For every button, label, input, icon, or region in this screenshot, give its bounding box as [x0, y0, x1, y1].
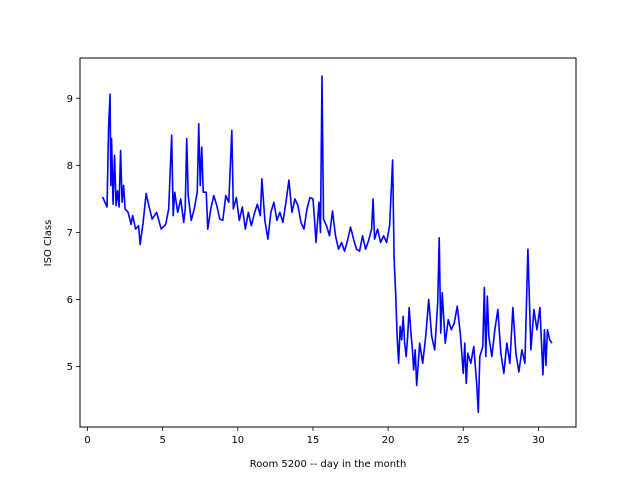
- x-tick-label: 15: [307, 435, 320, 446]
- x-axis-label: Room 5200 -- day in the month: [250, 459, 407, 470]
- plot-area: [101, 75, 553, 414]
- x-tick-label: 10: [231, 435, 244, 446]
- y-axis-ticks: 5 6 7 8 9: [67, 94, 80, 373]
- y-tick-label: 8: [67, 161, 73, 172]
- x-tick-label: 5: [159, 435, 165, 446]
- y-tick-label: 9: [67, 94, 73, 105]
- x-axis-ticks: 0 5 10 15 20 25 30: [84, 427, 545, 446]
- x-tick-label: 30: [532, 435, 545, 446]
- y-tick-label: 5: [67, 362, 73, 373]
- x-tick-label: 25: [457, 435, 470, 446]
- axes-frame: [79, 57, 577, 428]
- series-line-0: [101, 75, 553, 414]
- x-tick-label: 0: [84, 435, 90, 446]
- y-tick-label: 7: [67, 228, 73, 239]
- y-tick-label: 6: [67, 295, 73, 306]
- y-axis-label: ISO Class: [43, 220, 54, 267]
- x-tick-label: 20: [382, 435, 395, 446]
